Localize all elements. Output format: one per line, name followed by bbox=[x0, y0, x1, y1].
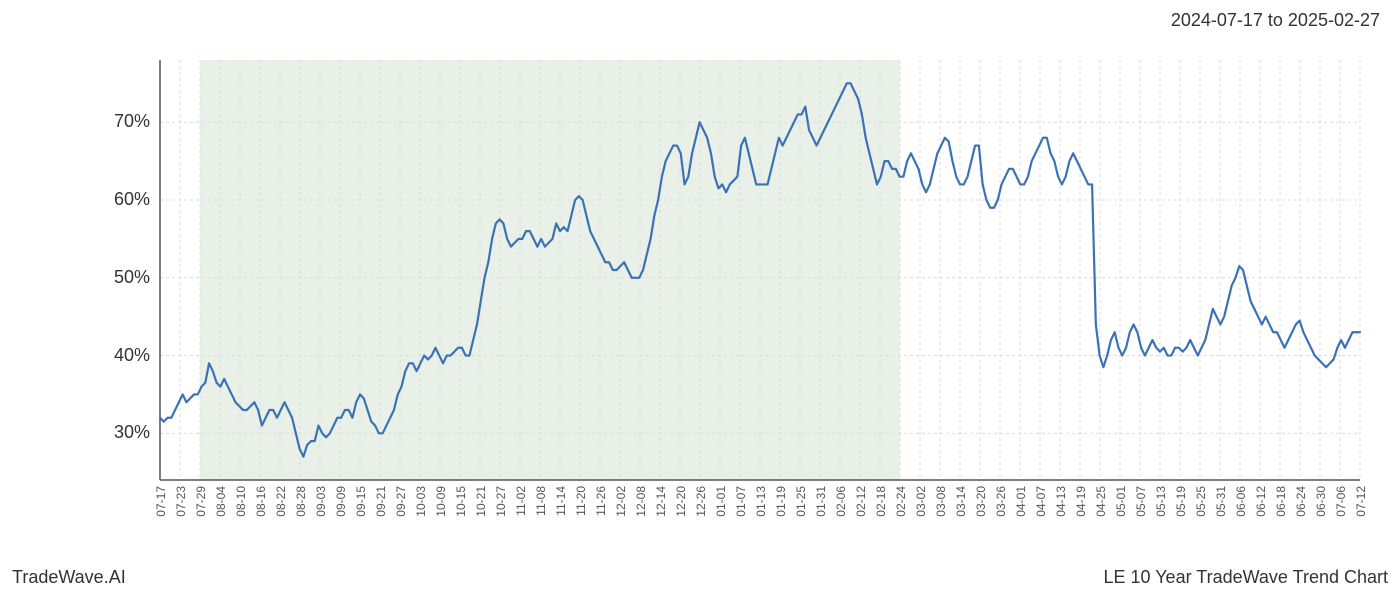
x-tick-label: 06-12 bbox=[1254, 486, 1268, 517]
x-tick-label: 10-09 bbox=[434, 486, 448, 517]
x-tick-label: 11-14 bbox=[554, 486, 568, 516]
x-tick-label: 08-22 bbox=[274, 486, 288, 517]
x-tick-label: 08-04 bbox=[214, 486, 228, 517]
x-tick-label: 12-14 bbox=[654, 486, 668, 517]
x-tick-label: 02-06 bbox=[834, 486, 848, 517]
x-tick-label: 02-24 bbox=[894, 486, 908, 517]
x-tick-label: 07-12 bbox=[1354, 486, 1368, 517]
y-tick-label: 50% bbox=[90, 267, 150, 288]
x-tick-label: 08-10 bbox=[234, 486, 248, 517]
x-tick-label: 07-17 bbox=[154, 486, 168, 517]
x-tick-label: 05-31 bbox=[1214, 486, 1228, 517]
x-tick-label: 01-31 bbox=[814, 486, 828, 517]
x-tick-label: 12-08 bbox=[634, 486, 648, 517]
trend-chart bbox=[100, 50, 1370, 490]
x-tick-label: 04-25 bbox=[1094, 486, 1108, 517]
x-tick-label: 02-12 bbox=[854, 486, 868, 517]
x-tick-label: 11-02 bbox=[514, 486, 528, 516]
x-tick-label: 12-20 bbox=[674, 486, 688, 517]
x-tick-label: 09-03 bbox=[314, 486, 328, 517]
x-tick-label: 01-01 bbox=[714, 486, 728, 517]
x-tick-label: 09-21 bbox=[374, 486, 388, 517]
x-tick-label: 04-19 bbox=[1074, 486, 1088, 517]
x-tick-label: 07-06 bbox=[1334, 486, 1348, 517]
x-tick-label: 09-27 bbox=[394, 486, 408, 517]
x-tick-label: 11-08 bbox=[534, 486, 548, 516]
x-tick-label: 04-07 bbox=[1034, 486, 1048, 517]
chart-area bbox=[100, 50, 1370, 490]
x-tick-label: 02-18 bbox=[874, 486, 888, 517]
date-range-label: 2024-07-17 to 2025-02-27 bbox=[1171, 10, 1380, 31]
x-tick-label: 07-29 bbox=[194, 486, 208, 517]
x-tick-label: 06-06 bbox=[1234, 486, 1248, 517]
x-tick-label: 12-26 bbox=[694, 486, 708, 517]
x-tick-label: 09-15 bbox=[354, 486, 368, 517]
x-tick-label: 12-02 bbox=[614, 486, 628, 517]
x-tick-label: 01-07 bbox=[734, 486, 748, 517]
x-tick-label: 09-09 bbox=[334, 486, 348, 517]
x-tick-label: 05-19 bbox=[1174, 486, 1188, 517]
footer-title: LE 10 Year TradeWave Trend Chart bbox=[1103, 567, 1388, 588]
y-tick-label: 70% bbox=[90, 111, 150, 132]
x-tick-label: 08-16 bbox=[254, 486, 268, 517]
x-tick-label: 05-07 bbox=[1134, 486, 1148, 517]
x-tick-label: 03-02 bbox=[914, 486, 928, 517]
x-tick-label: 04-01 bbox=[1014, 486, 1028, 517]
y-tick-label: 40% bbox=[90, 345, 150, 366]
x-tick-label: 01-13 bbox=[754, 486, 768, 517]
x-tick-label: 06-30 bbox=[1314, 486, 1328, 517]
y-tick-label: 30% bbox=[90, 422, 150, 443]
x-tick-label: 06-24 bbox=[1294, 486, 1308, 517]
x-tick-label: 10-03 bbox=[414, 486, 428, 517]
x-tick-label: 01-25 bbox=[794, 486, 808, 517]
y-tick-label: 60% bbox=[90, 189, 150, 210]
x-tick-label: 11-26 bbox=[594, 486, 608, 516]
x-tick-label: 05-01 bbox=[1114, 486, 1128, 517]
x-tick-label: 05-13 bbox=[1154, 486, 1168, 517]
x-tick-label: 05-25 bbox=[1194, 486, 1208, 517]
footer-brand: TradeWave.AI bbox=[12, 567, 126, 588]
x-tick-label: 03-20 bbox=[974, 486, 988, 517]
x-tick-label: 10-21 bbox=[474, 486, 488, 517]
x-tick-label: 01-19 bbox=[774, 486, 788, 517]
x-tick-label: 03-08 bbox=[934, 486, 948, 517]
x-tick-label: 06-18 bbox=[1274, 486, 1288, 517]
x-tick-label: 11-20 bbox=[574, 486, 588, 516]
x-tick-label: 07-23 bbox=[174, 486, 188, 517]
x-tick-label: 08-28 bbox=[294, 486, 308, 517]
x-tick-label: 03-14 bbox=[954, 486, 968, 517]
x-tick-label: 03-26 bbox=[994, 486, 1008, 517]
x-tick-label: 04-13 bbox=[1054, 486, 1068, 517]
x-tick-label: 10-27 bbox=[494, 486, 508, 517]
x-tick-label: 10-15 bbox=[454, 486, 468, 517]
